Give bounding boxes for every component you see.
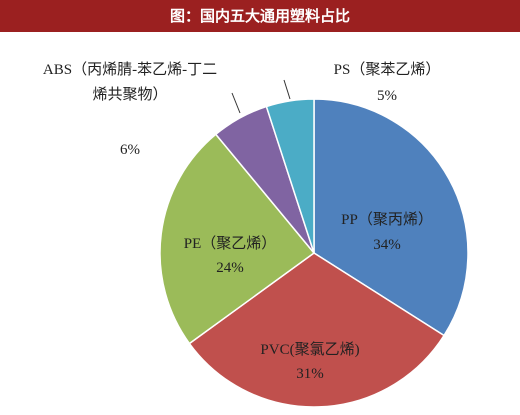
slice-label: PE（聚乙烯） [183, 236, 277, 252]
slice-value-label: 5% [377, 88, 397, 104]
slice-label: ABS（丙烯腈-苯乙烯-丁二烯共聚物） [42, 62, 218, 103]
pie-slice [265, 98, 315, 254]
slice-value-label: 6% [120, 142, 140, 158]
pie-slice [188, 252, 446, 408]
slice-label: PP（聚丙烯） [341, 212, 433, 228]
pie-slice [313, 98, 469, 337]
leader-line [231, 92, 241, 114]
slice-label: PS（聚苯乙烯） [333, 62, 441, 78]
slice-value-label: 24% [216, 260, 244, 276]
slice-label: PVC(聚氯乙烯) [260, 342, 360, 358]
chart-title: 图：国内五大通用塑料占比 [0, 0, 520, 32]
pie-slice [159, 133, 316, 345]
leader-line [283, 79, 291, 100]
slice-value-label: 31% [296, 366, 324, 382]
slice-value-label: 34% [373, 237, 401, 253]
